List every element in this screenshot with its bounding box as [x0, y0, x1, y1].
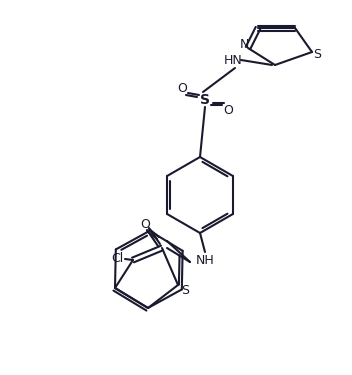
Text: S: S	[200, 93, 210, 107]
Text: O: O	[177, 81, 187, 94]
Text: Cl: Cl	[111, 252, 123, 264]
Text: NH: NH	[196, 254, 214, 267]
Text: O: O	[223, 104, 233, 117]
Text: S: S	[313, 48, 321, 62]
Text: S: S	[181, 284, 189, 297]
Text: HN: HN	[224, 54, 243, 66]
Text: N: N	[239, 39, 249, 51]
Text: O: O	[140, 217, 150, 231]
